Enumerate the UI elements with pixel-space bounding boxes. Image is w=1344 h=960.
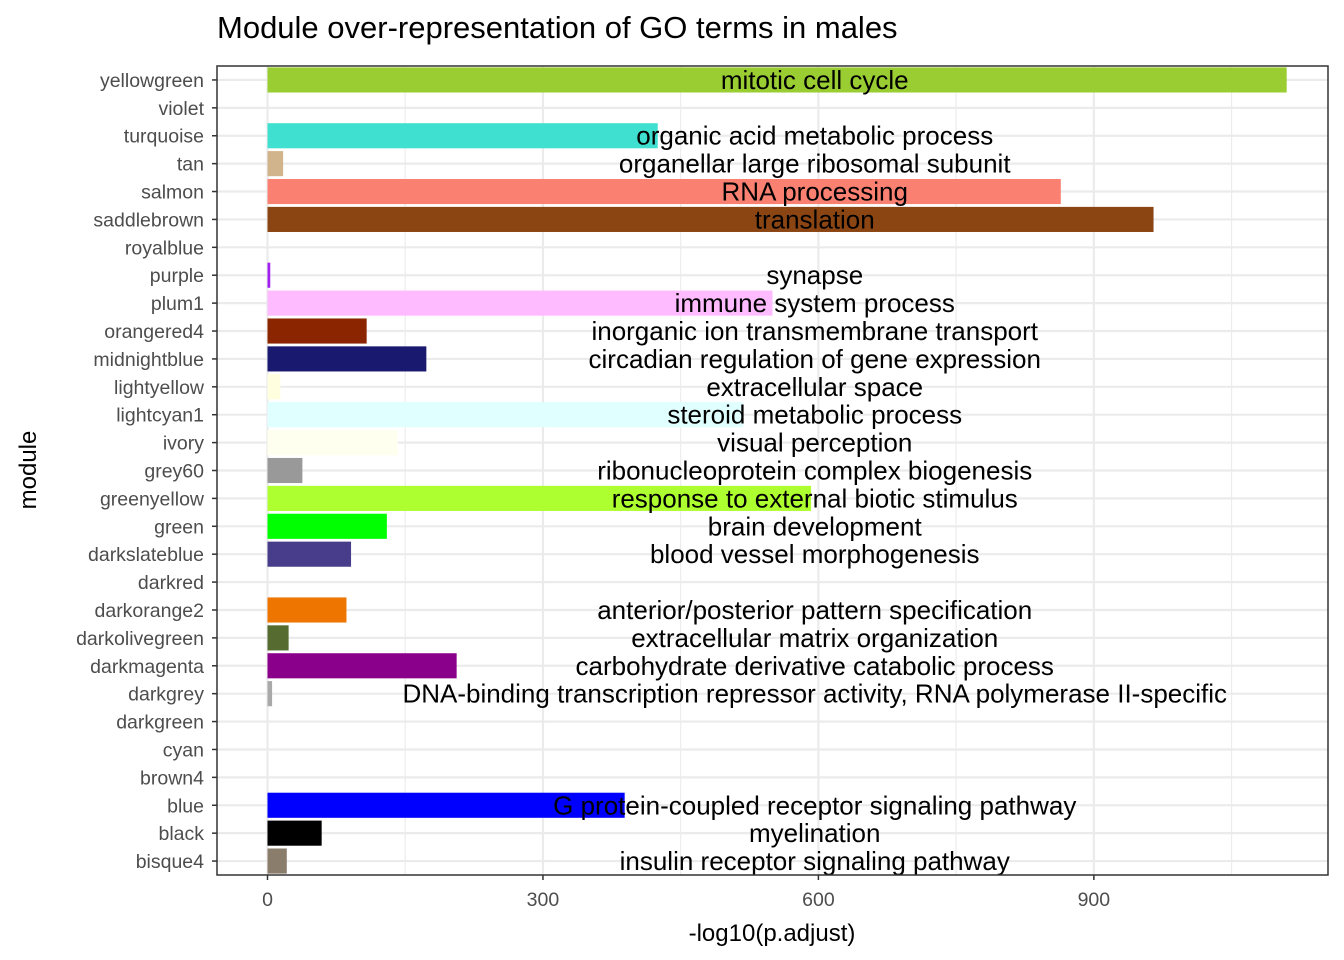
y-tick-label-darkgreen: darkgreen [116,712,204,734]
y-tick-label-ivory: ivory [163,433,204,455]
bar-label-black: myelination [749,818,881,848]
bar-darkolivegreen [267,625,289,651]
y-tick-label-plum1: plum1 [151,293,204,315]
y-tick-label-royalblue: royalblue [125,237,204,259]
y-tick-label-darkred: darkred [138,572,204,594]
bar-salmon [267,178,1061,205]
y-tick-label-salmon: salmon [141,182,204,204]
bar-darkslateblue [267,541,352,567]
bar-lightyellow [267,374,281,400]
y-tick-label-brown4: brown4 [140,767,204,789]
bar-darkorange2 [267,597,347,623]
y-tick-label-grey60: grey60 [144,461,204,483]
bar-bisque4 [267,848,287,874]
bar-label-purple: synapse [766,260,863,290]
bar-label-darkslateblue: blood vessel morphogenesis [650,539,980,569]
x-axis-title: -log10(p.adjust) [689,920,856,947]
bar-purple [267,262,271,288]
y-tick-label-lightyellow: lightyellow [114,377,205,399]
bar-tan [267,151,284,177]
y-tick-label-greenyellow: greenyellow [100,488,205,510]
y-tick-label-purple: purple [150,265,204,287]
x-tick-label: 300 [527,889,560,911]
y-axis: yellowgreen violet turquoise tan salmon saddl… [76,70,217,873]
y-tick-label-turquoise: turquoise [124,126,204,148]
bar-label-ivory: visual perception [717,428,912,458]
bar-green [267,513,387,539]
bar-label-orangered4: inorganic ion transmembrane transport [591,316,1038,346]
bar-label-blue: G protein-coupled receptor signaling pat… [553,790,1076,820]
bar-label-lightcyan1: steroid metabolic process [667,400,962,430]
bar-orangered4 [267,318,367,344]
y-tick-label-blue: blue [167,795,204,817]
bar-label-darkmagenta: carbohydrate derivative catabolic proces… [576,651,1054,681]
y-tick-label-darkorange2: darkorange2 [95,600,205,622]
bar-label-darkorange2: anterior/posterior pattern specification [597,595,1032,625]
bar-grey60 [267,457,303,484]
bar-label-darkolivegreen: extracellular matrix organization [631,623,998,653]
y-tick-label-cyan: cyan [163,739,204,761]
x-tick-label: 900 [1078,889,1111,911]
bar-label-greenyellow: response to external biotic stimulus [612,483,1018,513]
bar-darkmagenta [267,653,457,679]
y-tick-label-bisque4: bisque4 [136,851,204,873]
bar-label-tan: organellar large ribosomal subunit [619,149,1011,179]
bar-plum1 [267,290,773,316]
bar-black [267,820,322,846]
chart-title: Module over-representation of GO terms i… [217,10,898,45]
bar-darkgrey [267,681,273,707]
y-tick-label-darkslateblue: darkslateblue [88,544,204,566]
bar-label-plum1: immune system process [675,288,955,318]
bar-turquoise [267,123,658,149]
bar-midnightblue [267,346,427,372]
x-tick-label: 0 [262,889,273,911]
y-tick-label-green: green [154,516,204,538]
y-tick-label-violet: violet [158,98,204,120]
bar-lightcyan1 [267,402,744,428]
y-tick-label-tan: tan [177,154,204,176]
y-axis-title: module [15,431,42,510]
bar-label-midnightblue: circadian regulation of gene expression [589,344,1041,374]
bar-ivory [267,430,398,456]
bar-label-green: brain development [708,511,923,541]
y-tick-label-darkolivegreen: darkolivegreen [76,628,204,650]
bar-label-yellowgreen: mitotic cell cycle [721,65,909,95]
bar-saddlebrown [267,206,1154,232]
bar-blue [267,792,625,818]
bar-label-turquoise: organic acid metabolic process [636,121,993,151]
y-tick-label-darkmagenta: darkmagenta [90,656,204,678]
bar-label-salmon: RNA processing [722,177,908,207]
y-tick-label-black: black [158,823,204,845]
y-tick-label-lightcyan1: lightcyan1 [116,405,204,427]
bar-greenyellow [267,485,812,511]
bar-labels: mitotic cell cycle organic acid metabolic… [402,65,1227,876]
y-tick-label-yellowgreen: yellowgreen [100,70,204,92]
bars [267,67,1287,874]
bar-label-saddlebrown: translation [755,204,875,234]
bar-yellowgreen [267,67,1287,93]
x-axis: 0 300 600 900 [262,875,1110,911]
x-tick-label: 600 [802,889,835,911]
y-tick-label-saddlebrown: saddlebrown [93,209,204,231]
bar-label-bisque4: insulin receptor signaling pathway [620,846,1010,876]
bar-label-lightyellow: extracellular space [706,372,923,402]
y-tick-label-orangered4: orangered4 [104,321,204,343]
y-tick-label-midnightblue: midnightblue [93,349,204,371]
bar-label-grey60: ribonucleoprotein complex biogenesis [597,456,1032,486]
bar-label-darkgrey: DNA-binding transcription repressor acti… [402,679,1227,709]
y-tick-label-darkgrey: darkgrey [128,684,204,706]
